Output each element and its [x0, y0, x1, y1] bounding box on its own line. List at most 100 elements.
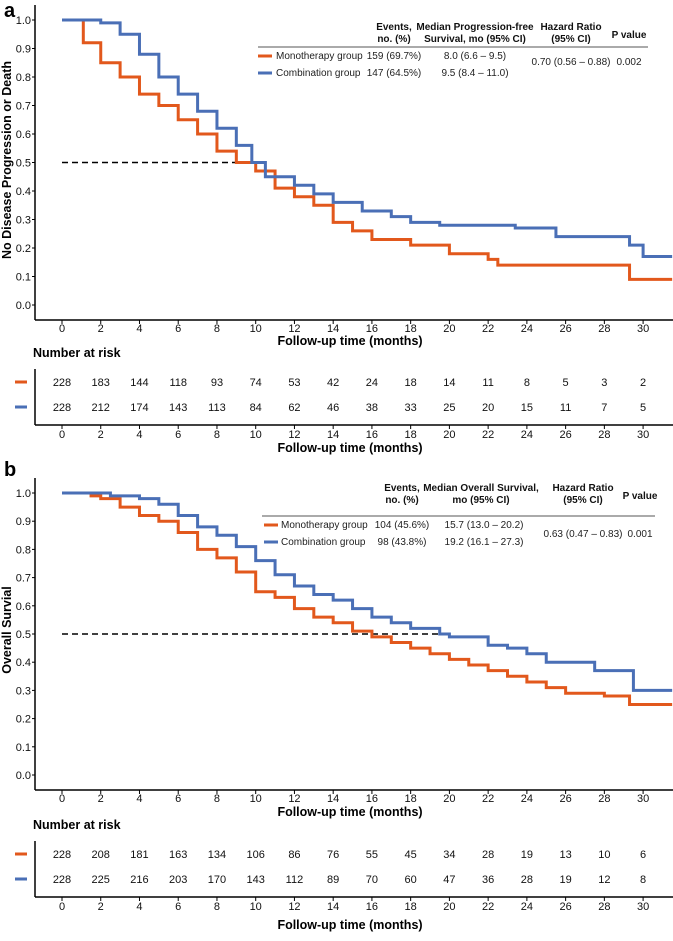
risk-count: 2 [640, 377, 646, 389]
y-axis-title: No Disease Progression or Death [0, 61, 14, 259]
risk-x-tick-label: 20 [443, 429, 455, 441]
risk-x-tick-label: 26 [559, 429, 571, 441]
x-tick-label: 22 [482, 793, 494, 805]
risk-count: 93 [211, 377, 223, 389]
risk-count: 11 [560, 402, 571, 414]
legend: Events,no. (%) Median Progression-freeSur… [258, 22, 648, 79]
legend: Events,no. (%) Median Overall Survival,mo… [262, 483, 658, 548]
risk-count: 6 [640, 849, 646, 861]
legend-hazard-ratio: 0.70 (0.56 – 0.88) [532, 57, 611, 68]
risk-count: 144 [130, 377, 148, 389]
risk-x-tick-label: 0 [59, 429, 65, 441]
x-tick-label: 24 [521, 793, 533, 805]
legend-header: mo (95% CI) [452, 495, 509, 506]
x-tick-label: 0 [59, 323, 65, 335]
survival-curve-combination [62, 18, 673, 259]
survival-curve-monotherapy [62, 18, 673, 281]
x-tick-label: 4 [136, 793, 142, 805]
x-tick-label: 14 [327, 793, 339, 805]
risk-x-tick-label: 4 [136, 901, 142, 913]
y-tick-label: 0.5 [16, 158, 31, 170]
risk-x-tick-label: 2 [98, 901, 104, 913]
risk-count: 76 [327, 849, 339, 861]
risk-x-tick-label: 10 [250, 429, 262, 441]
risk-x-tick-label: 24 [521, 429, 533, 441]
risk-count: 8 [524, 377, 530, 389]
y-tick-label: 0.2 [16, 714, 31, 726]
y-axis-title: Overall Survial [0, 586, 14, 674]
legend-header: Events, [376, 22, 412, 33]
risk-x-tick-label: 28 [598, 429, 610, 441]
y-tick-label: 0.9 [16, 516, 31, 528]
risk-x-axis-title: Follow-up time (months) [277, 441, 422, 455]
y-tick-label: 0.8 [16, 544, 31, 556]
x-tick-label: 18 [405, 323, 417, 335]
risk-count: 34 [443, 849, 455, 861]
x-tick-label: 22 [482, 323, 494, 335]
risk-count: 12 [598, 874, 610, 886]
risk-x-tick-label: 18 [405, 429, 417, 441]
x-tick-label: 30 [637, 323, 649, 335]
risk-count: 134 [208, 849, 226, 861]
legend-events: 104 (45.6%) [375, 520, 429, 531]
legend-series-name: Combination group [276, 68, 361, 79]
risk-x-tick-label: 22 [482, 429, 494, 441]
legend-header: Hazard Ratio [540, 22, 601, 33]
y-tick-label: 0.3 [16, 215, 31, 227]
x-tick-label: 30 [637, 793, 649, 805]
legend-header: no. (%) [385, 495, 418, 506]
y-tick-label: 0.0 [16, 300, 31, 312]
legend-series-name: Monotherapy group [281, 520, 368, 531]
risk-x-tick-label: 30 [637, 901, 649, 913]
legend-header: P value [623, 491, 658, 502]
x-axis-title: Follow-up time (months) [277, 334, 422, 348]
risk-count: 216 [130, 874, 148, 886]
risk-count: 19 [559, 874, 571, 886]
x-tick-label: 10 [250, 323, 262, 335]
risk-count: 19 [521, 849, 533, 861]
x-tick-label: 0 [59, 793, 65, 805]
risk-count: 84 [250, 402, 262, 414]
y-tick-label: 0.1 [16, 742, 31, 754]
x-tick-label: 12 [288, 323, 300, 335]
legend-median: 15.7 (13.0 – 20.2) [445, 520, 524, 531]
risk-count: 11 [482, 377, 493, 389]
x-tick-label: 6 [175, 793, 181, 805]
panel-label: a [4, 0, 16, 22]
x-tick-label: 20 [443, 323, 455, 335]
x-tick-label: 18 [405, 793, 417, 805]
risk-count: 143 [169, 402, 187, 414]
legend-header: Median Progression-free [416, 22, 534, 33]
x-tick-label: 28 [598, 323, 610, 335]
risk-count: 15 [521, 402, 533, 414]
panel-b: b0.00.10.20.30.40.50.60.70.80.91.00 2 4 6 8 1… [0, 459, 673, 932]
x-tick-label: 26 [559, 323, 571, 335]
legend-p-value: 0.001 [627, 529, 652, 540]
y-tick-label: 0.0 [16, 770, 31, 782]
risk-count: 14 [443, 377, 455, 389]
legend-p-value: 0.002 [616, 57, 641, 68]
x-tick-label: 20 [443, 793, 455, 805]
risk-count: 46 [327, 402, 339, 414]
risk-count: 7 [601, 402, 607, 414]
legend-header: Median Overall Survival, [423, 483, 539, 494]
risk-count: 62 [288, 402, 300, 414]
legend-events: 98 (43.8%) [378, 537, 427, 548]
y-tick-label: 0.2 [16, 243, 31, 255]
legend-events: 159 (69.7%) [367, 51, 421, 62]
risk-count: 45 [405, 849, 417, 861]
risk-table-title: Number at risk [33, 346, 121, 360]
risk-x-tick-label: 16 [366, 901, 378, 913]
risk-count: 163 [169, 849, 187, 861]
panel-label: b [4, 459, 16, 481]
risk-count: 42 [327, 377, 339, 389]
risk-x-tick-label: 22 [482, 901, 494, 913]
risk-count: 18 [405, 377, 417, 389]
legend-header: no. (%) [377, 34, 410, 45]
risk-x-tick-label: 0 [59, 901, 65, 913]
risk-x-tick-label: 2 [98, 429, 104, 441]
risk-count: 181 [130, 849, 148, 861]
legend-series-name: Monotherapy group [276, 51, 363, 62]
x-tick-label: 12 [288, 793, 300, 805]
